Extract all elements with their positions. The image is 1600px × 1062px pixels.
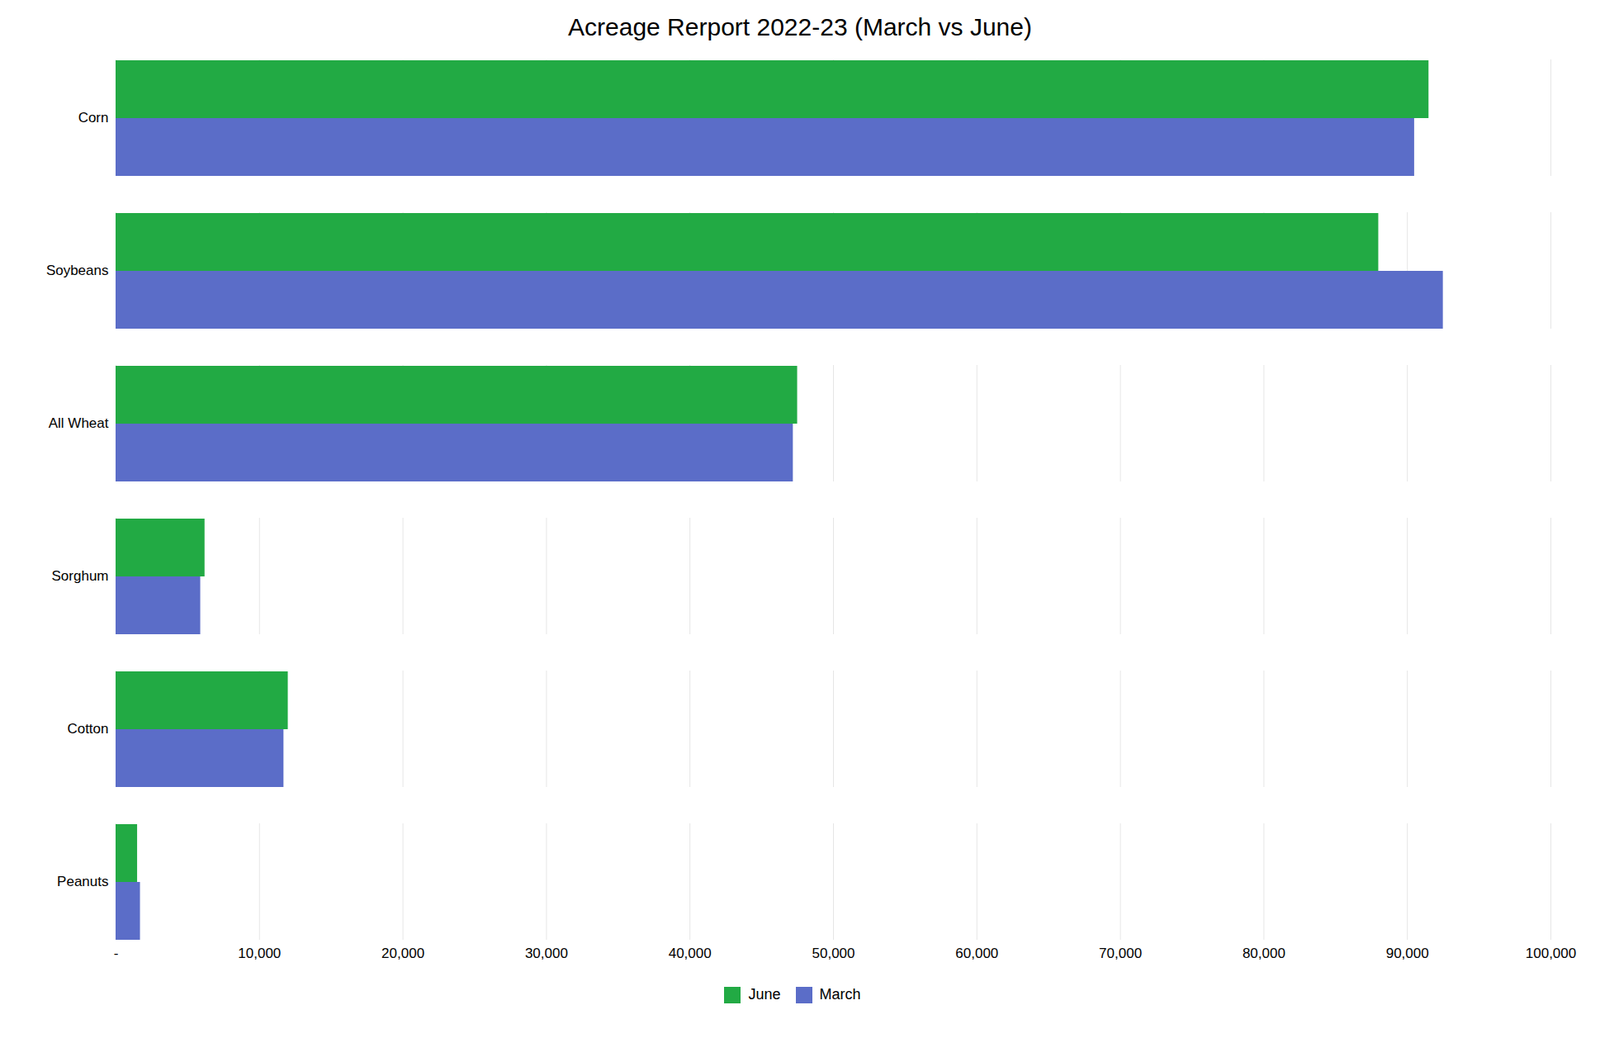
- svg-text:40,000: 40,000: [668, 945, 712, 961]
- svg-text:80,000: 80,000: [1242, 945, 1286, 961]
- svg-text:Cotton: Cotton: [66, 720, 109, 737]
- svg-text:Peanuts: Peanuts: [56, 873, 109, 890]
- html-text:Acreage Rerport 2022-23 (March: Acreage Rerport 2022-23 (March vs June): [568, 13, 1032, 41]
- svg-text:70,000: 70,000: [1098, 945, 1142, 961]
- svg-text:100,000: 100,000: [1525, 945, 1577, 961]
- html-text:June: June: [748, 985, 781, 1003]
- svg-text:Soybeans: Soybeans: [46, 262, 109, 279]
- svg-text:10,000: 10,000: [237, 945, 281, 961]
- svg-text:Sorghum: Sorghum: [52, 568, 109, 584]
- svg-text:90,000: 90,000: [1386, 945, 1430, 961]
- svg-text:-: -: [113, 945, 119, 961]
- svg-text:All Wheat: All Wheat: [48, 415, 109, 431]
- svg-text:60,000: 60,000: [955, 945, 999, 961]
- svg-text:20,000: 20,000: [381, 945, 425, 961]
- svg-text:50,000: 50,000: [812, 945, 856, 961]
- svg-text:Corn: Corn: [78, 109, 109, 126]
- html-text:March: March: [819, 985, 861, 1003]
- svg-text:30,000: 30,000: [525, 945, 569, 961]
